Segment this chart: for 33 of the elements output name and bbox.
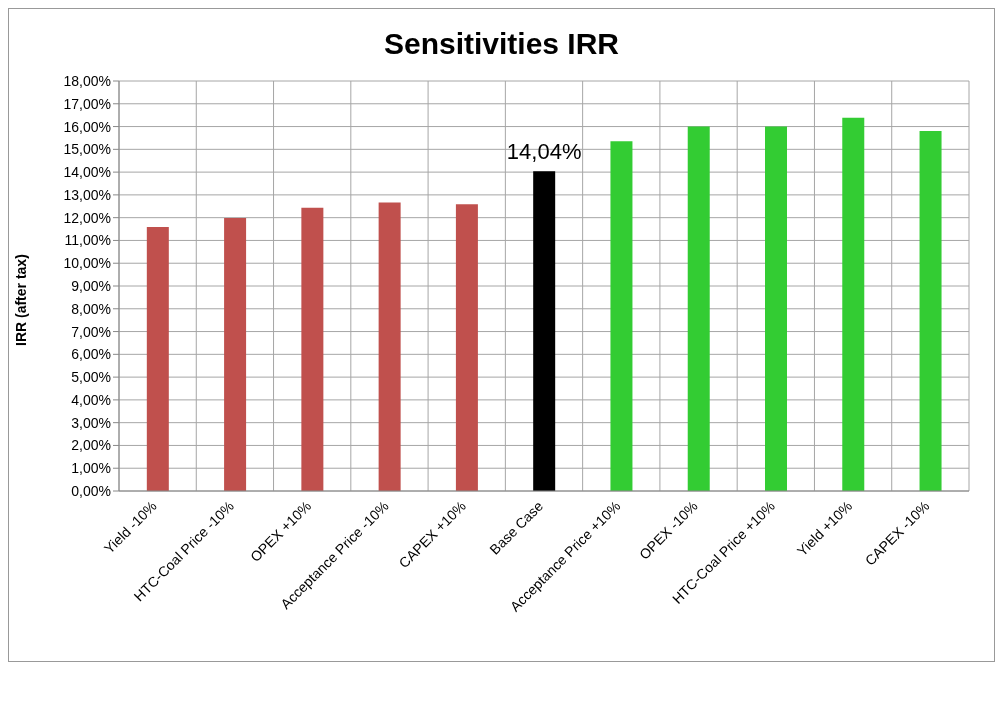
y-tick-label: 11,00% <box>64 232 111 249</box>
y-tick-label: 6,00% <box>71 346 111 363</box>
y-tick-label: 9,00% <box>71 277 111 294</box>
y-axis-title: IRR (after tax) <box>12 254 29 346</box>
y-tick-label: 12,00% <box>63 209 111 226</box>
chart-title: Sensitivities IRR <box>382 27 621 61</box>
y-tick-label: 4,00% <box>71 391 111 408</box>
bar <box>455 204 478 491</box>
data-label: 14,04% <box>506 139 582 165</box>
y-tick-label: 10,00% <box>63 255 111 272</box>
bar <box>765 126 787 491</box>
y-tick-label: 14,00% <box>63 164 111 181</box>
y-tick-label: 3,00% <box>71 414 111 431</box>
y-tick-label: 0,00% <box>71 482 111 499</box>
y-tick-label: 16,00% <box>63 118 111 135</box>
y-tick-label: 8,00% <box>71 300 111 317</box>
bar <box>687 126 710 491</box>
y-tick-label: 18,00% <box>63 72 111 89</box>
y-tick-label: 15,00% <box>63 141 111 158</box>
bar <box>146 227 169 491</box>
bar <box>610 141 633 491</box>
y-tick-label: 17,00% <box>63 95 111 112</box>
bar <box>224 218 247 491</box>
y-tick-label: 2,00% <box>71 437 111 454</box>
y-tick-label: 1,00% <box>71 460 111 477</box>
bar <box>301 207 324 491</box>
y-tick-label: 13,00% <box>63 186 111 203</box>
y-tick-label: 5,00% <box>71 369 111 386</box>
y-tick-label: 7,00% <box>71 323 111 340</box>
bar <box>919 131 942 491</box>
bar <box>842 117 865 491</box>
bar <box>378 202 401 491</box>
bar <box>533 171 556 491</box>
